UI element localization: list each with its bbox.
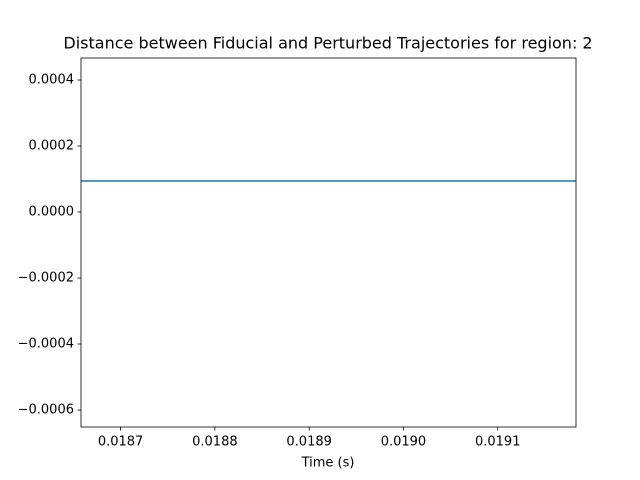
y-tick-label: 0.0000	[29, 205, 75, 220]
plot-frame	[80, 57, 577, 428]
y-tick-label: −0.0002	[18, 271, 74, 286]
x-tick-label: 0.0187	[98, 435, 144, 450]
x-axis-label: Time (s)	[301, 456, 355, 471]
y-axis-label: Euclidean Distance	[0, 180, 4, 304]
x-tick-label: 0.0189	[286, 435, 332, 450]
x-tick-label: 0.0191	[475, 435, 521, 450]
y-tick-label: −0.0004	[18, 337, 74, 352]
y-tick-label: 0.0002	[29, 139, 75, 154]
y-tick-label: −0.0006	[18, 403, 74, 418]
x-tick-label: 0.0190	[381, 435, 427, 450]
x-tick-label: 0.0188	[192, 435, 238, 450]
chart-title: Distance between Fiducial and Perturbed …	[63, 34, 592, 53]
y-tick-label: 0.0004	[29, 73, 75, 88]
